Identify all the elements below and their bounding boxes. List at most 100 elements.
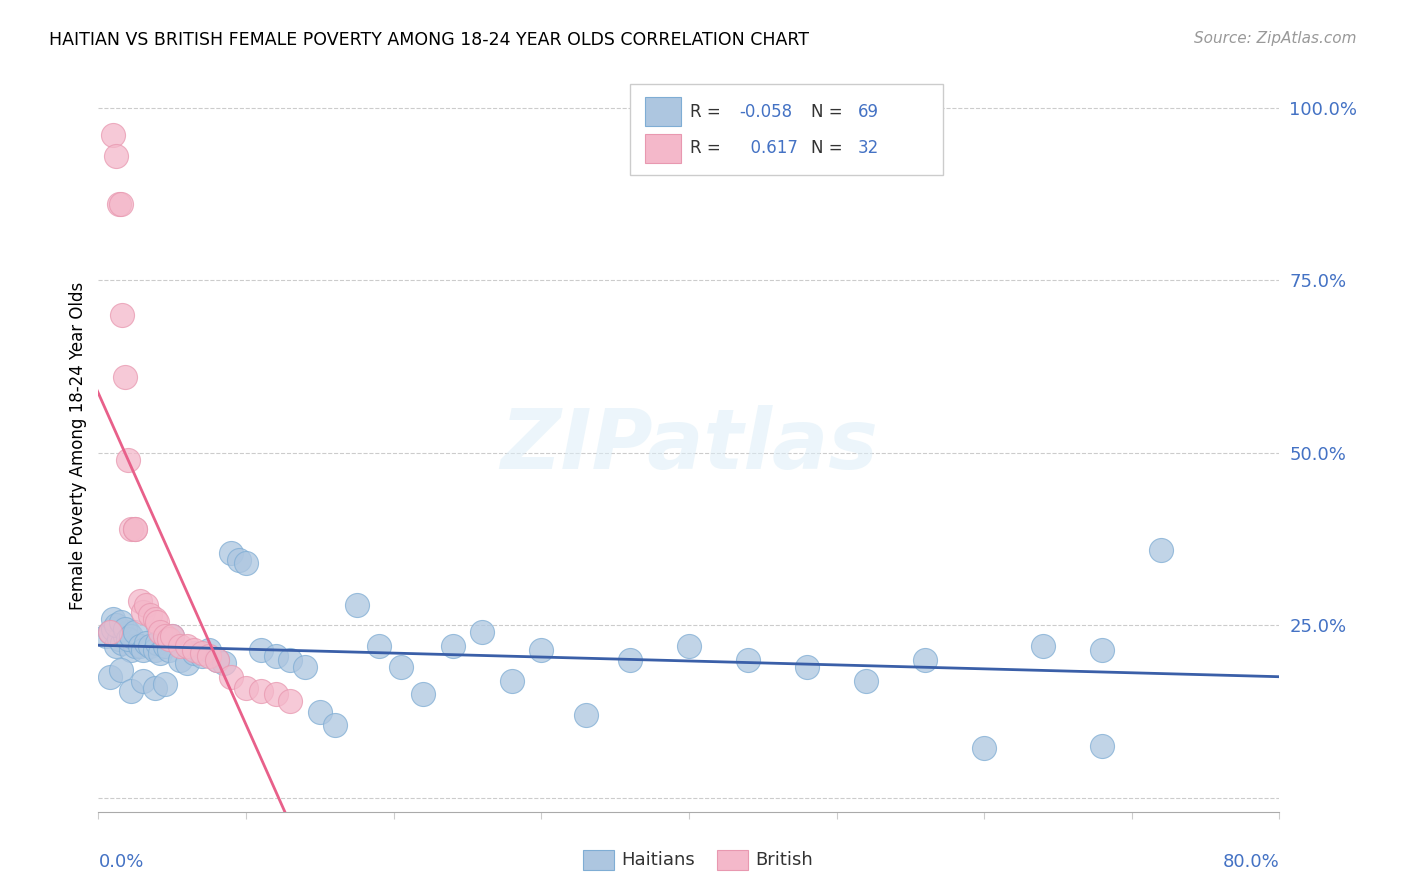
Point	[221, 546, 243, 560]
Point	[108, 632, 131, 647]
Point	[575, 708, 598, 723]
Point	[198, 649, 221, 664]
Point	[235, 557, 257, 571]
Point	[110, 197, 132, 211]
Point	[235, 681, 257, 695]
Point	[120, 629, 142, 643]
Point	[111, 308, 134, 322]
Point	[114, 622, 136, 636]
Point	[103, 622, 125, 636]
Y-axis label: Female Poverty Among 18-24 Year Olds: Female Poverty Among 18-24 Year Olds	[69, 282, 87, 610]
Point	[198, 642, 221, 657]
Point	[105, 618, 128, 632]
Point	[135, 635, 157, 649]
Point	[110, 615, 132, 629]
Point	[346, 598, 368, 612]
Point	[412, 687, 434, 701]
Point	[212, 657, 235, 671]
Text: N =: N =	[811, 139, 848, 157]
Point	[143, 642, 166, 657]
Point	[98, 670, 121, 684]
Bar	[645, 134, 681, 163]
Point	[914, 653, 936, 667]
Point	[183, 642, 205, 657]
Point	[169, 653, 191, 667]
Text: 32: 32	[858, 139, 879, 157]
Text: British: British	[755, 851, 813, 869]
Point	[139, 639, 162, 653]
Point	[108, 197, 131, 211]
Text: N =: N =	[811, 103, 848, 120]
Point	[280, 653, 302, 667]
Point	[501, 673, 523, 688]
Point	[162, 629, 183, 643]
Point	[139, 608, 162, 623]
Point	[153, 677, 176, 691]
Point	[103, 611, 125, 625]
Point	[94, 629, 117, 643]
Point	[471, 625, 494, 640]
Point	[264, 687, 287, 701]
Point	[128, 594, 150, 608]
Text: -0.058: -0.058	[740, 103, 793, 120]
Bar	[645, 97, 681, 127]
Point	[250, 642, 273, 657]
Text: ZIPatlas: ZIPatlas	[501, 406, 877, 486]
Point	[143, 681, 166, 695]
Point	[191, 646, 214, 660]
Text: Source: ZipAtlas.com: Source: ZipAtlas.com	[1194, 31, 1357, 46]
Point	[124, 625, 146, 640]
Point	[103, 128, 125, 143]
Point	[169, 639, 191, 653]
Point	[105, 639, 128, 653]
Point	[120, 522, 142, 536]
Point	[309, 705, 332, 719]
Point	[120, 642, 142, 657]
Point	[143, 611, 166, 625]
Text: R =: R =	[690, 103, 725, 120]
Point	[157, 632, 180, 647]
Point	[98, 625, 121, 640]
Text: 0.0%: 0.0%	[98, 853, 143, 871]
Text: 69: 69	[858, 103, 879, 120]
Point	[250, 684, 273, 698]
Point	[132, 642, 155, 657]
Point	[176, 657, 198, 671]
Point	[153, 629, 176, 643]
Point	[124, 522, 146, 536]
Point	[153, 639, 176, 653]
Point	[124, 639, 146, 653]
Point	[146, 615, 169, 629]
Point	[294, 660, 316, 674]
Point	[111, 635, 134, 649]
Point	[973, 740, 995, 755]
Point	[124, 522, 146, 536]
Point	[128, 639, 150, 653]
Point	[619, 653, 641, 667]
Point	[368, 639, 391, 653]
Point	[135, 598, 157, 612]
Point	[323, 718, 346, 732]
Point	[205, 653, 228, 667]
Point	[114, 629, 136, 643]
FancyBboxPatch shape	[630, 84, 943, 176]
Point	[105, 149, 128, 163]
Point	[228, 553, 250, 567]
Point	[132, 673, 155, 688]
Point	[120, 684, 142, 698]
Point	[117, 625, 139, 640]
Point	[737, 653, 759, 667]
Point	[114, 370, 136, 384]
Text: Haitians: Haitians	[621, 851, 695, 869]
Point	[1150, 542, 1173, 557]
Point	[176, 639, 198, 653]
Point	[678, 639, 700, 653]
Point	[264, 649, 287, 664]
Point	[389, 660, 412, 674]
Point	[132, 605, 155, 619]
Point	[149, 646, 172, 660]
Point	[110, 663, 132, 677]
Point	[191, 649, 214, 664]
Point	[157, 642, 180, 657]
Point	[1091, 739, 1114, 754]
